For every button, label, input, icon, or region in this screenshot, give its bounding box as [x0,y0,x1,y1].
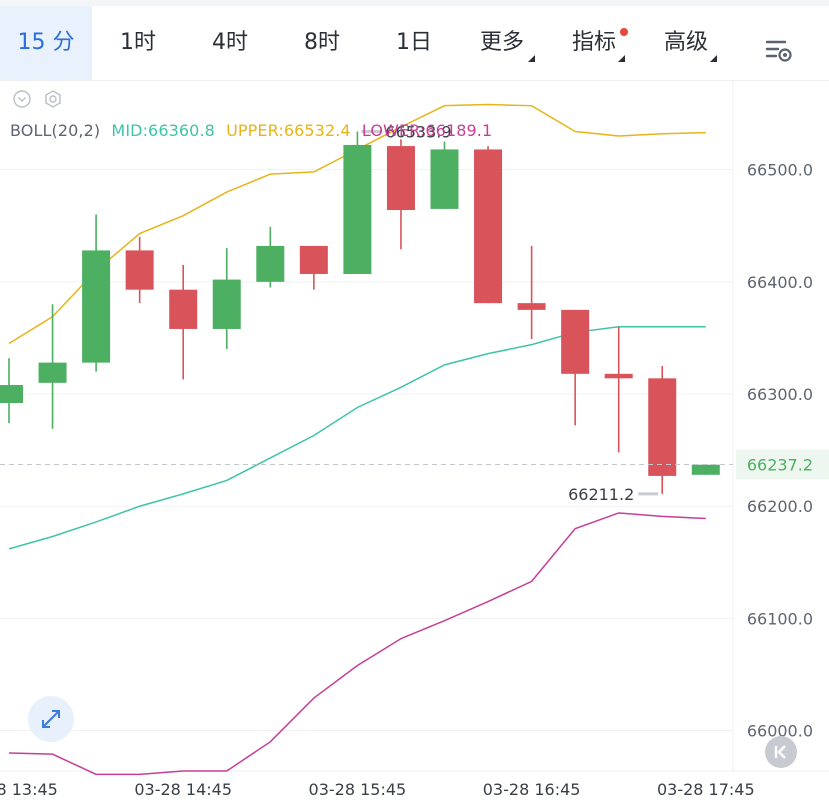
y-tick-label: 66100.0 [747,609,813,628]
candle-body [430,149,459,209]
candle-body [691,464,720,475]
boll-legend: BOLL(20,2) MID:66360.8 UPPER:66532.4 LOW… [10,121,498,140]
y-tick-label: 66300.0 [747,385,813,404]
tab-1h[interactable]: 1时 [120,30,156,55]
indicators-caret-icon [618,55,625,62]
candle-body [604,373,633,379]
last-price-label: 66237.2 [747,455,813,474]
x-tick-label: 03-28 13:45 [0,780,58,799]
x-tick-label: 03-28 16:45 [483,780,581,799]
y-tick-label: 66200.0 [747,497,813,516]
candle-body [561,309,590,374]
candle-body [256,245,285,282]
candlestick-chart[interactable]: 66500.0 66400.0 66300.0 66200.0 66100.0 66000… [0,81,829,803]
candle-body [0,385,23,403]
candle-body [82,250,111,363]
label-layer: 66500.0 66400.0 66300.0 66200.0 66100.0 66000… [0,122,829,799]
candles-layer [0,131,720,494]
candle-body [169,289,198,329]
max-price-label: 66533.9 [385,122,451,141]
min-price-label: 66211.2 [568,485,634,504]
candle-body [38,362,67,383]
y-tick-label: 66000.0 [747,722,813,741]
boll-lower-line [8,512,706,776]
expand-arrows-icon [42,710,60,728]
top-strip [0,0,829,6]
advanced-caret-icon [710,55,717,62]
tab-advanced[interactable]: 高级 [663,30,708,55]
y-tick-label: 66400.0 [747,273,813,292]
gear-icon[interactable] [44,90,62,108]
eye-icon[interactable] [13,90,31,108]
candle-body [517,303,546,310]
tab-indicators[interactable]: 指标 [571,30,616,55]
jump-to-latest-button[interactable] [765,736,797,768]
candle-body [212,279,241,329]
x-tick-label: 03-28 17:45 [657,780,755,799]
candle-body [343,144,372,274]
chart-area[interactable]: 66500.0 66400.0 66300.0 66200.0 66100.0 66000… [0,81,829,803]
boll-mid-line [8,325,706,550]
more-caret-icon [528,55,535,62]
candle-body [474,149,503,304]
tab-15m[interactable]: 15 分 [0,6,92,80]
expand-button[interactable] [28,696,74,742]
legend-lower-value: LOWER:66189.1 [361,121,493,140]
legend-mid-value: MID:66360.8 [111,121,215,140]
x-tick-label: 03-28 15:45 [309,780,407,799]
candle-body [299,245,328,274]
tab-1d[interactable]: 1日 [396,30,432,55]
candle-body [125,250,154,290]
legend-upper-value: UPPER:66532.4 [226,121,351,140]
settings-sliders-icon[interactable] [762,34,794,66]
last-price-tag [736,449,829,480]
candle-body [386,146,415,211]
grid-layer [0,81,829,772]
y-tick-label: 66500.0 [747,161,813,180]
tab-more[interactable]: 更多 [479,30,524,55]
indicator-badge-dot [620,28,628,36]
timeframe-tab-bar: 15 分 1时 4时 8时 1日 更多 指标 高级 [0,6,829,81]
legend-indicator-name: BOLL(20,2) [10,121,101,140]
tab-4h[interactable]: 4时 [212,30,248,55]
tab-8h[interactable]: 8时 [304,30,340,55]
jump-to-latest-icon [774,745,786,759]
candle-body [648,378,677,476]
x-tick-label: 03-28 14:45 [134,780,232,799]
